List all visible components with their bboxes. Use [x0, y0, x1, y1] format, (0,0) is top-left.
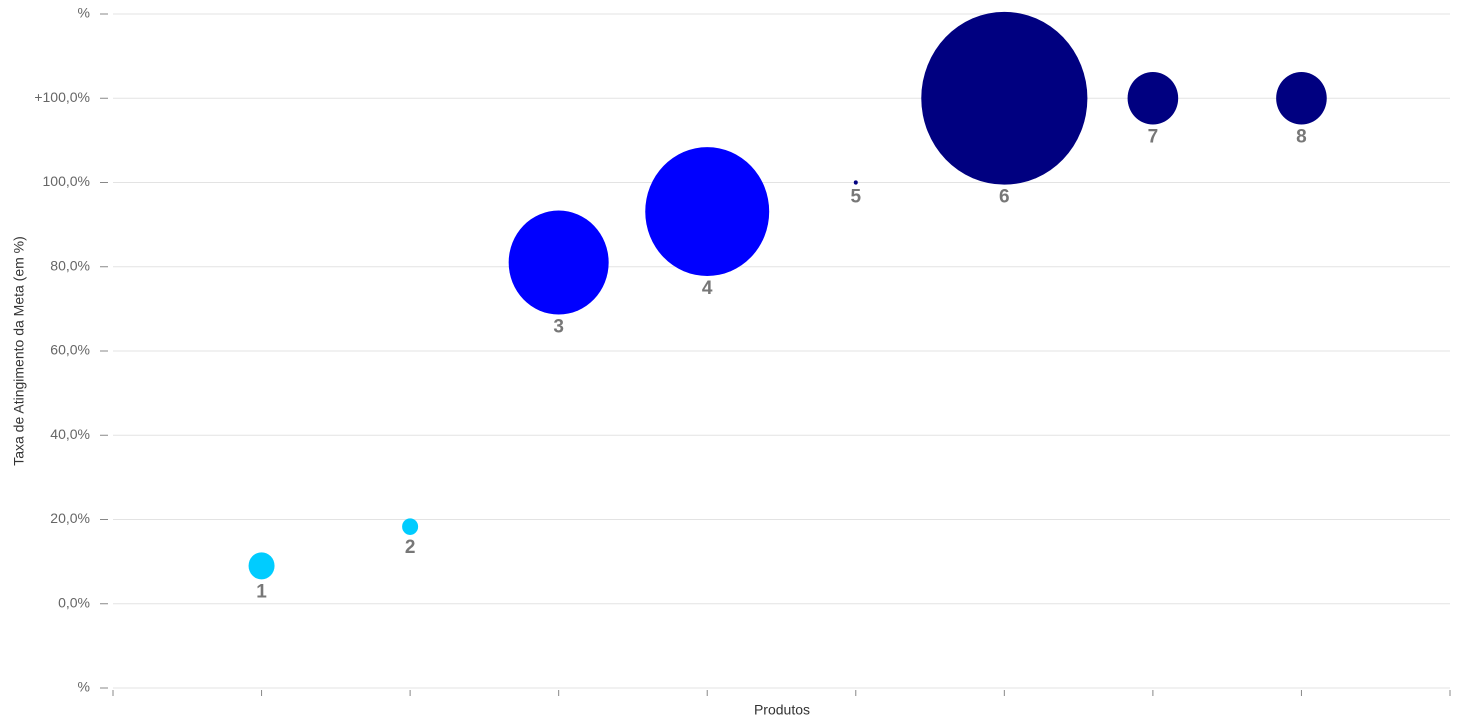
point-label: 1: [256, 581, 267, 602]
bubble: [402, 518, 419, 535]
point-label: 8: [1296, 127, 1307, 148]
point-label: 3: [553, 317, 564, 338]
bubble: [508, 210, 609, 315]
point-label: 5: [850, 187, 861, 208]
point-label: 2: [405, 537, 416, 558]
y-tick-label: 60,0%: [50, 342, 90, 358]
bubble: [1276, 71, 1327, 125]
y-tick-label: 80,0%: [50, 257, 90, 273]
y-tick-label: 100,0%: [43, 173, 90, 189]
bubble: [1127, 71, 1179, 125]
y-tick-label: %: [78, 5, 90, 21]
y-tick-label: 0,0%: [58, 594, 90, 610]
bubble: [645, 147, 770, 277]
x-axis-title: Produtos: [754, 702, 810, 718]
y-tick-label: 20,0%: [50, 510, 90, 526]
point-label: 4: [702, 278, 713, 299]
point-label: 6: [999, 187, 1010, 208]
bubble: [248, 552, 275, 580]
y-tick-label: %: [78, 679, 90, 695]
y-axis-title: Taxa de Atingimento da Meta (em %): [11, 236, 27, 466]
y-tick-label: 40,0%: [50, 426, 90, 442]
bubble: [921, 11, 1088, 185]
y-tick-label: +100,0%: [34, 89, 90, 105]
point-label: 7: [1148, 127, 1159, 148]
bubble: [853, 180, 858, 185]
